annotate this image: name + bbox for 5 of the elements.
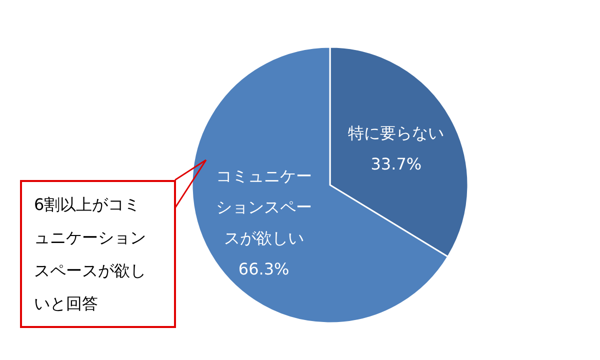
text: 6割以上がコミュニケーションスペースが欲しいと回答	[34, 195, 146, 313]
data-label: 66.3%	[238, 259, 290, 278]
slice-label: コミュニケーションスペースが欲しい	[216, 166, 312, 248]
slice-label: 特に要らない	[348, 122, 444, 142]
data-label: 33.7%	[370, 154, 422, 173]
